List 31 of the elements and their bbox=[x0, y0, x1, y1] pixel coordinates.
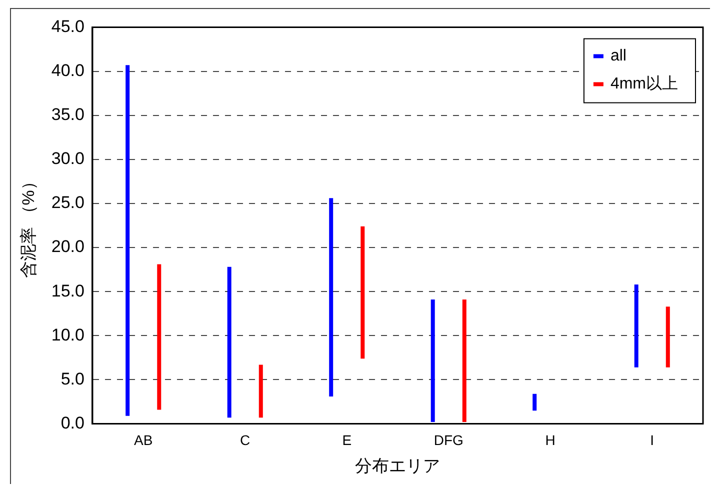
x-tick-label: C bbox=[240, 432, 250, 448]
y-tick-label: 0.0 bbox=[60, 413, 84, 432]
y-tick-label: 15.0 bbox=[51, 281, 84, 300]
x-axis-title: 分布エリア bbox=[355, 456, 440, 476]
x-tick-label: AB bbox=[134, 432, 153, 448]
x-tick-label: I bbox=[650, 432, 654, 448]
y-tick-label: 10.0 bbox=[51, 325, 84, 344]
y-tick-label: 30.0 bbox=[51, 149, 84, 168]
y-tick-label: 45.0 bbox=[51, 16, 84, 36]
y-tick-label: 40.0 bbox=[51, 60, 84, 80]
x-tick-label: E bbox=[342, 432, 352, 448]
bar bbox=[227, 266, 232, 418]
bar bbox=[360, 226, 365, 359]
x-tick-label: DFG bbox=[434, 432, 464, 448]
y-tick-label: 25.0 bbox=[51, 193, 84, 212]
y-tick-label: 5.0 bbox=[60, 369, 84, 388]
bar bbox=[430, 300, 435, 422]
y-tick-label: 35.0 bbox=[51, 105, 84, 124]
legend-label: 4mm以上 bbox=[610, 74, 678, 93]
bar bbox=[157, 264, 162, 410]
bar bbox=[666, 306, 670, 368]
bar bbox=[532, 394, 537, 411]
bar bbox=[462, 300, 466, 422]
y-tick-label: 20.0 bbox=[51, 237, 84, 256]
bar bbox=[258, 364, 263, 418]
legend-label: all bbox=[610, 48, 626, 65]
bar bbox=[634, 284, 638, 368]
y-axis-title: 含泥率 （%） bbox=[18, 173, 38, 278]
bar bbox=[126, 65, 130, 416]
bar bbox=[329, 198, 334, 396]
x-tick-label: H bbox=[545, 432, 556, 448]
